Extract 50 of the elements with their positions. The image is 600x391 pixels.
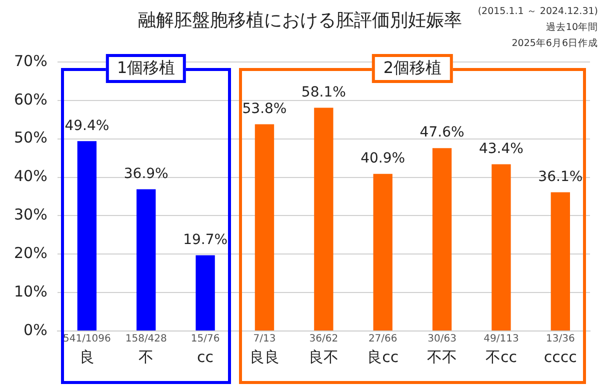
text: 15/76 <box>190 334 220 345</box>
text: 7/13 <box>253 334 276 345</box>
x-tick-label: 良不 <box>308 348 339 366</box>
bar <box>136 189 156 330</box>
y-tick-label: 50% <box>14 128 48 147</box>
data-label: 36.9% <box>124 166 168 182</box>
text: 13/36 <box>546 334 575 345</box>
y-tick-label: 10% <box>14 282 48 300</box>
text: 30/63 <box>428 334 456 345</box>
y-tick-label: 70% <box>14 52 48 70</box>
text: 158/428 <box>125 334 167 345</box>
x-tick-label: 良 <box>79 348 94 366</box>
data-label: 58.1% <box>301 84 346 100</box>
data-label: 19.7% <box>183 232 228 248</box>
y-tick-label: 20% <box>14 244 48 262</box>
x-tick-label: cccc <box>544 348 577 366</box>
bar <box>196 255 215 330</box>
text: 36/62 <box>309 334 338 345</box>
text: 541/1096 <box>62 334 111 345</box>
data-label: 40.9% <box>360 150 406 166</box>
bar <box>550 192 570 330</box>
text: 49/113 <box>484 334 519 345</box>
x-tick-label: 不 <box>138 348 154 366</box>
chart-title: 融解胚盤胞移植における胚評価別妊娠率 <box>138 10 462 31</box>
bar <box>373 174 392 330</box>
data-label: 47.6% <box>420 124 464 141</box>
bar <box>77 141 97 330</box>
data-label: 53.8% <box>242 100 287 117</box>
bar <box>314 108 334 330</box>
bar <box>492 164 511 330</box>
x-tick-label: cc <box>197 348 214 366</box>
y-tick-label: 30% <box>14 206 48 224</box>
text: 27/66 <box>368 334 398 345</box>
data-label: 36.1% <box>538 168 583 185</box>
y-tick-label: 0% <box>24 320 48 339</box>
y-tick-label: 60% <box>14 90 48 108</box>
data-label: 43.4% <box>478 140 524 157</box>
text: (2015.1.1 ～ 2024.12.31) <box>478 5 598 19</box>
x-tick-label: 良良 <box>249 348 280 366</box>
annotation: 2個移植 <box>372 54 453 83</box>
x-tick-label: 良cc <box>367 348 399 366</box>
data-label: 49.4% <box>64 118 110 134</box>
x-tick-label: 不cc <box>485 348 517 366</box>
bar <box>254 124 274 330</box>
bar <box>432 148 452 330</box>
text: 2025年6月6日作成 <box>510 37 598 51</box>
text: 過去10年間 <box>544 21 598 35</box>
annotation: 1個移植 <box>106 54 186 83</box>
y-tick-label: 40% <box>14 167 48 186</box>
x-tick-label: 不不 <box>427 348 458 366</box>
